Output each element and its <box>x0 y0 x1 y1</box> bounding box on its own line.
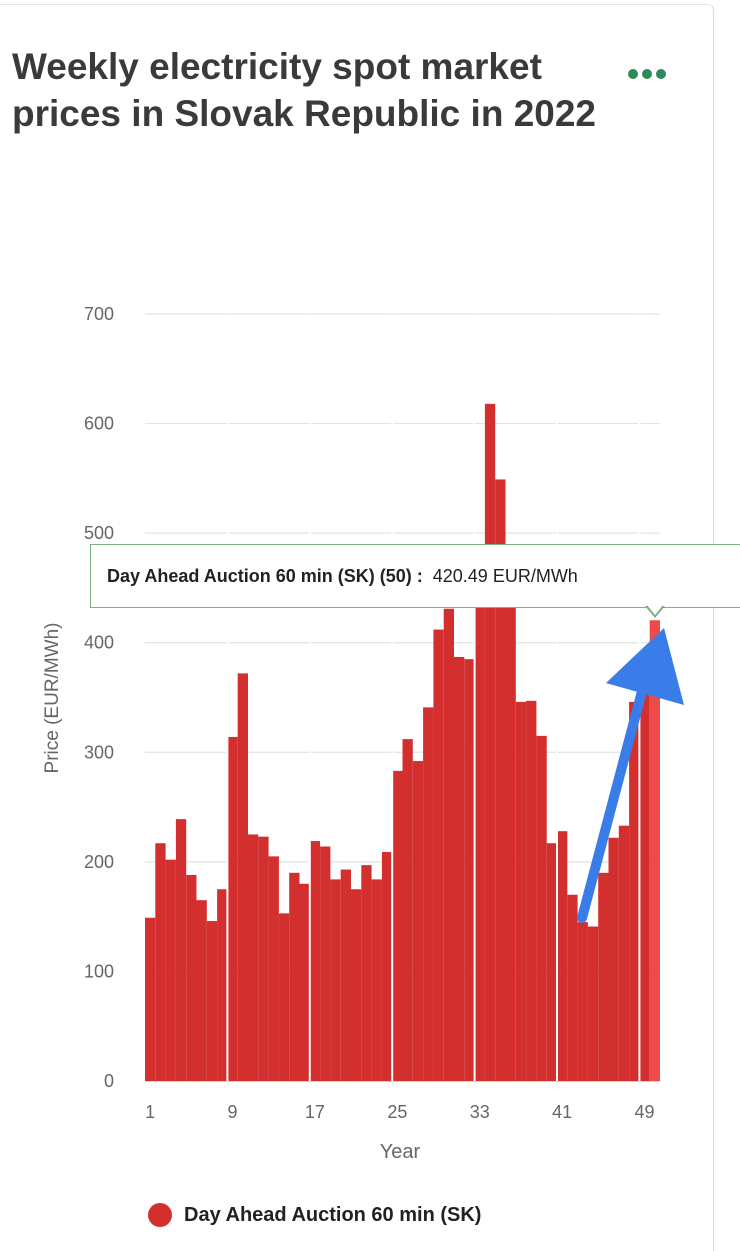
bar-week-28[interactable] <box>423 707 434 1081</box>
tooltip-separator: : <box>411 565 428 586</box>
bar-week-48[interactable] <box>629 701 640 1081</box>
bar-week-7[interactable] <box>206 921 218 1081</box>
bar-week-46[interactable] <box>608 837 619 1081</box>
more-options-icon[interactable] <box>622 63 672 85</box>
x-tick-label: 49 <box>635 1102 655 1122</box>
bar-week-19[interactable] <box>330 879 341 1081</box>
bar-week-33[interactable] <box>474 548 485 1081</box>
x-tick-label: 33 <box>470 1102 490 1122</box>
bar-week-15[interactable] <box>289 872 300 1081</box>
x-tick-label: 25 <box>387 1102 407 1122</box>
legend-label: Day Ahead Auction 60 min (SK) <box>184 1203 482 1226</box>
bar-week-5[interactable] <box>186 875 197 1081</box>
bar-week-29[interactable] <box>433 629 444 1081</box>
bar-week-10[interactable] <box>237 673 248 1081</box>
y-tick-label: 200 <box>84 852 114 872</box>
bar-week-35[interactable] <box>495 479 506 1081</box>
bars-group <box>145 314 660 1081</box>
menu-dot <box>656 69 666 79</box>
bar-week-50[interactable] <box>649 620 660 1081</box>
menu-dot <box>628 69 638 79</box>
legend-swatch <box>148 1203 172 1227</box>
bar-week-3[interactable] <box>165 859 176 1081</box>
y-axis-ticks: 0 100 200 300 400 500 600 700 <box>84 304 114 1091</box>
bar-week-49[interactable] <box>639 660 650 1081</box>
bar-week-38[interactable] <box>526 700 537 1081</box>
chart-title: Weekly electricity spot market prices in… <box>12 46 597 134</box>
menu-dot <box>642 69 652 79</box>
x-axis-ticks: 1 9 17 25 33 41 49 <box>145 1102 654 1122</box>
bar-week-25[interactable] <box>392 770 403 1081</box>
bar-week-34[interactable] <box>484 403 496 1081</box>
data-tooltip: Day Ahead Auction 60 min (SK) (50) : 420… <box>90 544 740 608</box>
bar-week-14[interactable] <box>278 913 290 1081</box>
bar-week-4[interactable] <box>175 819 187 1081</box>
tooltip-week: (50) <box>379 565 412 586</box>
bar-week-32[interactable] <box>464 659 475 1081</box>
bar-week-43[interactable] <box>577 922 588 1081</box>
bar-week-44[interactable] <box>587 926 599 1081</box>
bar-week-42[interactable] <box>567 894 578 1081</box>
y-axis-label: Price (EUR/MWh) <box>42 623 63 774</box>
bar-week-40[interactable] <box>546 843 557 1081</box>
tooltip-tail-inner <box>647 605 663 615</box>
x-axis-label: Year <box>380 1141 421 1163</box>
x-tick-label: 1 <box>145 1102 155 1122</box>
y-tick-label: 600 <box>84 414 114 434</box>
bar-week-31[interactable] <box>454 656 465 1081</box>
tooltip-series: Day Ahead Auction 60 min (SK) <box>107 565 375 586</box>
x-tick-label: 41 <box>552 1102 572 1122</box>
bar-week-17[interactable] <box>309 841 321 1081</box>
bar-week-45[interactable] <box>598 872 609 1081</box>
tooltip-value: 420.49 EUR/MWh <box>432 565 578 586</box>
bar-week-39[interactable] <box>536 735 547 1081</box>
bar-week-41[interactable] <box>557 831 568 1081</box>
legend-item[interactable]: Day Ahead Auction 60 min (SK) <box>148 1201 481 1229</box>
y-tick-label: 100 <box>84 961 114 981</box>
y-tick-label: 400 <box>84 633 114 653</box>
bar-week-12[interactable] <box>258 836 269 1081</box>
bar-week-6[interactable] <box>196 900 207 1081</box>
x-tick-label: 17 <box>305 1102 325 1122</box>
bar-week-16[interactable] <box>299 883 310 1081</box>
bar-week-18[interactable] <box>320 846 331 1081</box>
bar-week-23[interactable] <box>371 879 382 1081</box>
bar-week-30[interactable] <box>443 608 454 1081</box>
bar-week-21[interactable] <box>351 889 362 1081</box>
bar-week-8[interactable] <box>217 889 228 1081</box>
bar-week-26[interactable] <box>402 739 413 1081</box>
bar-week-2[interactable] <box>155 843 166 1081</box>
bar-week-13[interactable] <box>268 856 279 1081</box>
bar-week-36[interactable] <box>505 593 516 1081</box>
bar-week-11[interactable] <box>248 834 259 1081</box>
bar-week-22[interactable] <box>361 865 372 1081</box>
x-tick-label: 9 <box>228 1102 238 1122</box>
bar-week-9[interactable] <box>227 736 238 1081</box>
bar-week-20[interactable] <box>340 869 351 1081</box>
bar-week-24[interactable] <box>381 851 393 1081</box>
bar-week-27[interactable] <box>412 761 424 1081</box>
bar-week-47[interactable] <box>618 825 630 1081</box>
y-tick-label: 0 <box>104 1071 114 1091</box>
bar-week-37[interactable] <box>515 701 527 1081</box>
y-tick-label: 700 <box>84 304 114 324</box>
bar-week-1[interactable] <box>145 917 156 1081</box>
y-tick-label: 300 <box>84 742 114 762</box>
y-tick-label: 500 <box>84 523 114 543</box>
